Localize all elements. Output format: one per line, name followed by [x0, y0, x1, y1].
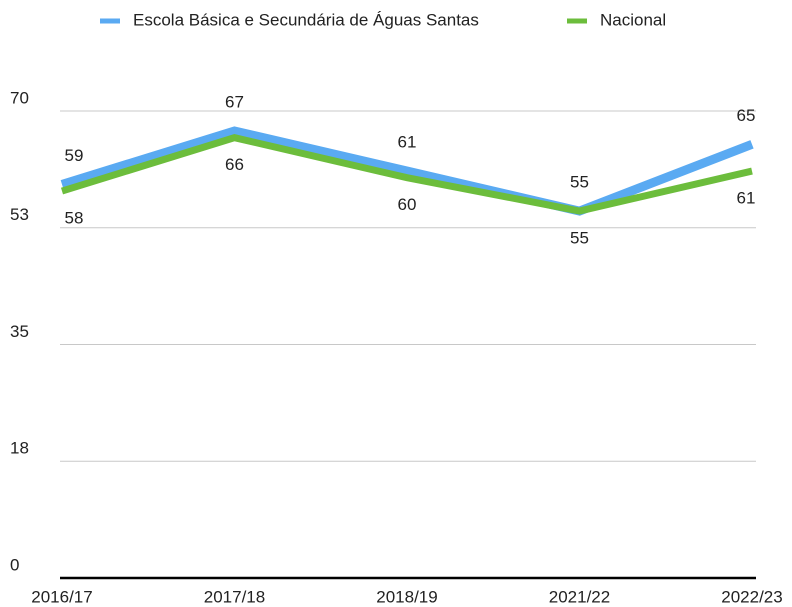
x-tick-label: 2018/19 [376, 587, 437, 606]
data-label: 61 [737, 189, 756, 208]
data-label: 60 [398, 195, 417, 214]
series-line [60, 126, 754, 216]
data-label: 59 [65, 146, 84, 165]
legend-label: Nacional [600, 10, 666, 29]
data-label: 65 [737, 106, 756, 125]
x-tick-label: 2021/22 [549, 587, 610, 606]
data-label: 58 [65, 209, 84, 228]
data-label: 66 [225, 155, 244, 174]
y-tick-label: 70 [10, 88, 29, 107]
x-tick-label: 2017/18 [204, 587, 265, 606]
x-tick-label: 2022/23 [721, 587, 782, 606]
y-tick-label: 18 [10, 439, 29, 458]
x-tick-label: 2016/17 [31, 587, 92, 606]
y-tick-label: 35 [10, 322, 29, 341]
data-label: 67 [225, 92, 244, 111]
data-label: 55 [570, 173, 589, 192]
y-tick-label: 0 [10, 555, 19, 574]
legend-label: Escola Básica e Secundária de Águas Sant… [133, 10, 479, 29]
data-label: 61 [398, 133, 417, 152]
data-label: 55 [570, 229, 589, 248]
y-tick-label: 53 [10, 205, 29, 224]
series-line [60, 134, 753, 215]
